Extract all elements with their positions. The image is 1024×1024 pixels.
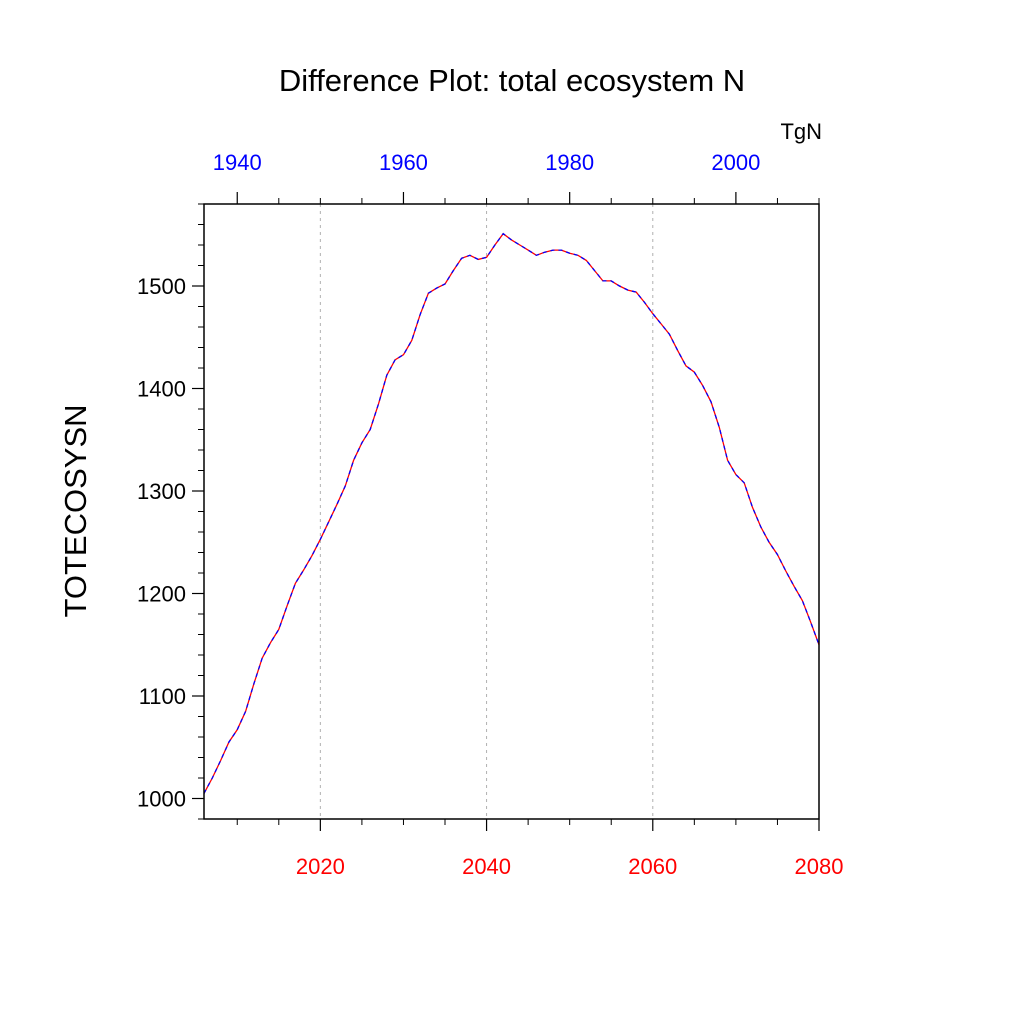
top-tick-label: 1940 bbox=[213, 150, 262, 175]
y-axis-label: TOTECOSYSN bbox=[58, 404, 93, 617]
bottom-tick-label: 2060 bbox=[628, 854, 677, 879]
y-tick-label: 1200 bbox=[137, 582, 186, 607]
top-x-axis: 1940 1960 1980 2000 bbox=[213, 150, 820, 204]
data-series bbox=[203, 232, 820, 794]
series-line-overlay bbox=[203, 232, 820, 794]
y-tick-label: 1300 bbox=[137, 479, 186, 504]
top-tick-label: 1960 bbox=[379, 150, 428, 175]
units-label: TgN bbox=[780, 119, 822, 144]
top-tick-label: 2000 bbox=[711, 150, 760, 175]
chart-title: Difference Plot: total ecosystem N bbox=[279, 63, 745, 98]
y-tick-label: 1100 bbox=[139, 684, 186, 709]
y-axis: 1000 1100 1200 1300 1400 1500 bbox=[137, 203, 204, 820]
bottom-x-axis: 2020 2040 2060 2080 bbox=[236, 819, 844, 879]
y-tick-label: 1000 bbox=[137, 787, 186, 812]
top-tick-label: 1980 bbox=[545, 150, 594, 175]
grid-lines bbox=[319, 204, 654, 819]
y-tick-label: 1500 bbox=[137, 274, 186, 299]
bottom-tick-label: 2080 bbox=[795, 854, 844, 879]
series-line bbox=[203, 232, 820, 794]
plot-frame bbox=[203, 203, 820, 820]
bottom-tick-label: 2020 bbox=[296, 854, 345, 879]
y-tick-label: 1400 bbox=[137, 377, 186, 402]
bottom-tick-label: 2040 bbox=[462, 854, 511, 879]
